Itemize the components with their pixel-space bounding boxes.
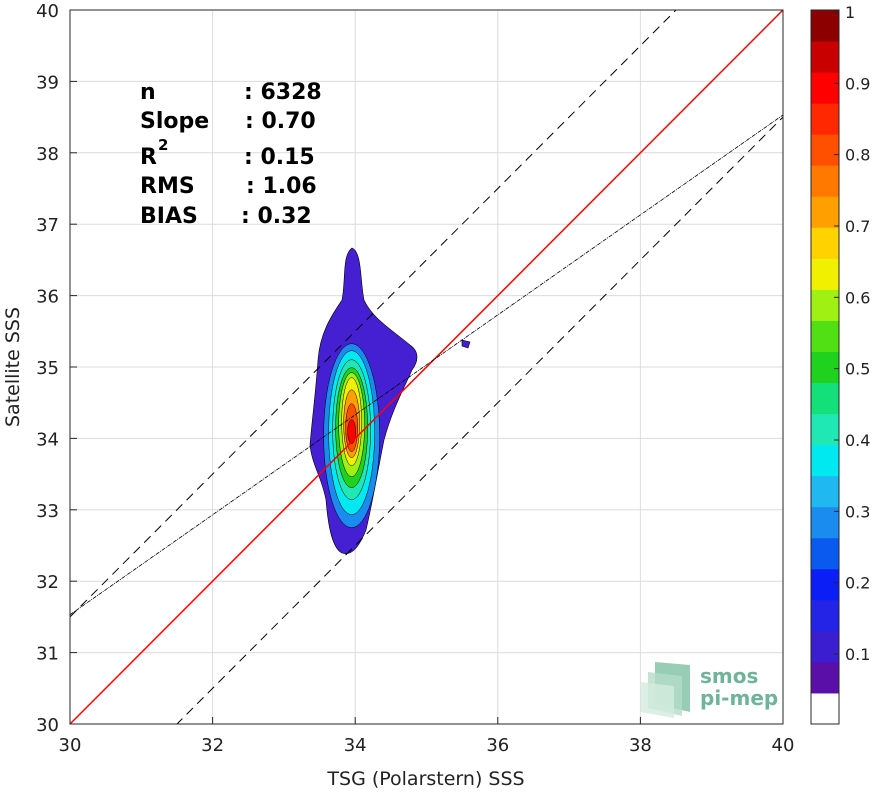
y-tick-label: 34 xyxy=(36,429,59,450)
colorbar-tick-label: 0.2 xyxy=(845,574,870,593)
logo-line2: pi-mep xyxy=(700,686,778,710)
smos-pi-mep-logo: smos pi-mep xyxy=(641,662,778,718)
colorbar-tick-label: 0.9 xyxy=(845,74,870,93)
stats-annotation: n : 6328 Slope : 0.70 R 2 : 0.15 RMS : 1… xyxy=(140,80,322,229)
colorbar-tick-label: 0.1 xyxy=(845,645,870,664)
colorbar-tick-label: 0.6 xyxy=(845,288,870,307)
contour-outlier xyxy=(461,339,471,349)
colorbar-segment xyxy=(811,227,839,259)
colorbar-segment xyxy=(811,537,839,570)
regression-line xyxy=(70,114,783,616)
stat-r2-label: R xyxy=(140,145,157,170)
colorbar-segment xyxy=(811,692,839,725)
y-axis-ticks: 30 31 32 33 34 35 36 37 38 39 40 xyxy=(36,1,77,736)
y-axis-label: Satellite SSS xyxy=(2,307,24,427)
x-tick-label: 32 xyxy=(201,735,224,756)
y-tick-label: 36 xyxy=(36,287,59,308)
upper-bound-line xyxy=(70,10,677,618)
colorbar-segment xyxy=(811,103,839,135)
stat-slope-label: Slope xyxy=(140,109,209,134)
colorbar-tick-label: 0.5 xyxy=(845,360,870,379)
x-axis-label: TSG (Polarstern) SSS xyxy=(326,768,524,790)
x-tick-label: 30 xyxy=(59,735,82,756)
grid-lines xyxy=(69,9,784,725)
x-axis-ticks: 30 32 34 36 38 40 xyxy=(59,717,795,756)
y-tick-label: 31 xyxy=(36,644,59,665)
x-tick-label: 40 xyxy=(772,735,795,756)
colorbar-ticks: 0.1 0.2 0.3 0.4 0.5 0.6 0.7 0.8 0.9 1 xyxy=(834,3,870,664)
colorbar-tick-label: 0.4 xyxy=(845,431,870,450)
y-tick-label: 35 xyxy=(36,358,59,379)
stat-r2-sup: 2 xyxy=(158,136,168,154)
stat-n-value: : 6328 xyxy=(244,80,322,105)
colorbar-segment xyxy=(811,630,839,663)
colorbar-segment xyxy=(811,382,839,415)
colorbar xyxy=(811,10,839,725)
colorbar-segment xyxy=(811,10,839,42)
colorbar-segment xyxy=(811,568,839,601)
stat-bias-label: BIAS xyxy=(140,204,198,229)
identity-line xyxy=(70,10,783,724)
colorbar-tick-label: 0.3 xyxy=(845,502,870,521)
colorbar-segment xyxy=(811,289,839,321)
y-tick-label: 33 xyxy=(36,501,59,522)
colorbar-segment xyxy=(811,196,839,228)
y-tick-label: 38 xyxy=(36,144,59,165)
y-tick-label: 40 xyxy=(36,1,59,22)
stat-slope-value: : 0.70 xyxy=(245,109,316,134)
x-tick-label: 38 xyxy=(629,735,652,756)
stat-rms-label: RMS xyxy=(140,174,195,199)
y-tick-label: 30 xyxy=(36,715,59,736)
logo-line1: smos xyxy=(700,664,758,688)
stat-n-label: n xyxy=(140,80,156,105)
colorbar-segment xyxy=(811,506,839,539)
contour-level xyxy=(347,419,356,444)
lower-bound-line xyxy=(176,116,783,724)
colorbar-segment xyxy=(811,41,839,73)
colorbar-frame xyxy=(810,9,840,725)
colorbar-segment xyxy=(811,661,839,694)
colorbar-tick-label: 0.8 xyxy=(845,146,870,165)
x-tick-label: 34 xyxy=(344,735,367,756)
y-tick-label: 39 xyxy=(36,72,59,93)
colorbar-segment xyxy=(811,258,839,290)
colorbar-segment xyxy=(811,165,839,197)
colorbar-segment xyxy=(811,351,839,384)
stat-rms-value: : 1.06 xyxy=(246,174,317,199)
colorbar-tick-label: 1 xyxy=(845,3,855,22)
colorbar-segment xyxy=(811,72,839,104)
stat-r2-value: : 0.15 xyxy=(244,145,315,170)
colorbar-segment xyxy=(811,134,839,166)
colorbar-segment xyxy=(811,599,839,632)
colorbar-segment xyxy=(811,444,839,477)
colorbar-tick-label: 0.7 xyxy=(845,217,870,236)
x-tick-label: 36 xyxy=(486,735,509,756)
y-tick-label: 37 xyxy=(36,215,59,236)
stat-bias-value: : 0.32 xyxy=(241,204,312,229)
density-contours xyxy=(309,247,471,554)
colorbar-segment xyxy=(811,320,839,352)
y-tick-label: 32 xyxy=(36,572,59,593)
colorbar-segment xyxy=(811,475,839,508)
